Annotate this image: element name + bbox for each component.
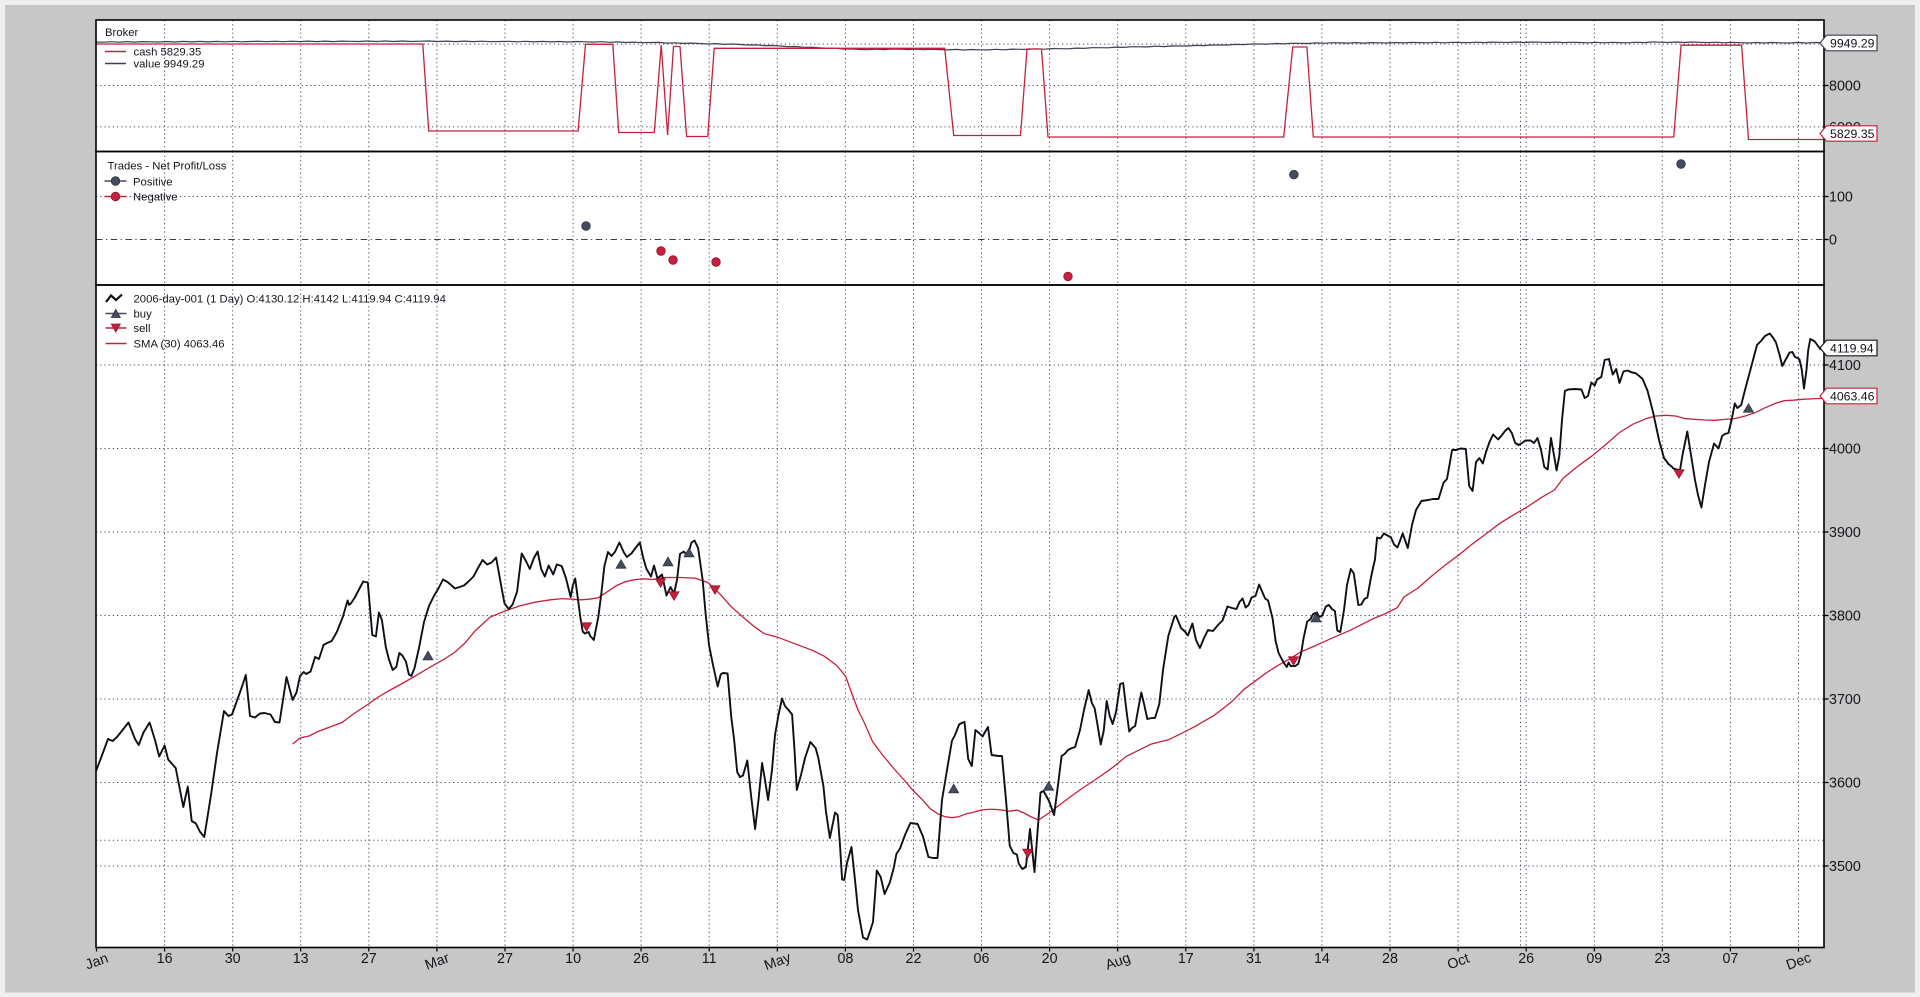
svg-text:26: 26 (1518, 951, 1534, 967)
svg-text:06: 06 (974, 951, 990, 967)
svg-text:30: 30 (225, 951, 241, 967)
svg-text:SMA (30) 4063.46: SMA (30) 4063.46 (134, 339, 225, 351)
svg-text:8000: 8000 (1829, 79, 1861, 95)
svg-text:cash 5829.35: cash 5829.35 (134, 47, 202, 59)
svg-text:100: 100 (1829, 190, 1853, 206)
svg-text:Oct: Oct (1445, 951, 1471, 974)
svg-text:22: 22 (906, 951, 922, 967)
svg-text:27: 27 (497, 951, 513, 967)
svg-text:4000: 4000 (1829, 442, 1861, 458)
svg-text:08: 08 (837, 951, 853, 967)
svg-text:27: 27 (361, 951, 377, 967)
svg-text:3700: 3700 (1829, 692, 1861, 708)
svg-text:3500: 3500 (1829, 859, 1861, 875)
svg-text:Trades - Net Profit/Loss: Trades - Net Profit/Loss (108, 161, 227, 173)
svg-text:0: 0 (1829, 233, 1837, 249)
svg-text:4100: 4100 (1829, 358, 1861, 374)
svg-text:16: 16 (157, 951, 173, 967)
svg-text:4063.46: 4063.46 (1830, 390, 1875, 404)
svg-text:sell: sell (134, 323, 151, 335)
svg-text:3800: 3800 (1829, 609, 1861, 625)
svg-text:26: 26 (633, 951, 649, 967)
svg-text:14: 14 (1314, 951, 1330, 967)
svg-text:Mar: Mar (423, 950, 452, 974)
svg-text:3900: 3900 (1829, 525, 1861, 541)
svg-text:4119.94: 4119.94 (1830, 342, 1874, 356)
svg-text:2006-day-001 (1 Day) O:4130.12: 2006-day-001 (1 Day) O:4130.12 H:4142 L:… (134, 294, 446, 306)
svg-text:13: 13 (293, 951, 309, 967)
svg-text:buy: buy (134, 309, 153, 321)
svg-text:5829.35: 5829.35 (1830, 127, 1875, 141)
svg-text:Negative: Negative (133, 192, 178, 204)
svg-text:20: 20 (1042, 951, 1058, 967)
svg-text:10: 10 (565, 951, 581, 967)
svg-text:09: 09 (1586, 951, 1602, 967)
svg-text:3600: 3600 (1829, 776, 1861, 792)
svg-text:Jan: Jan (83, 950, 110, 973)
svg-text:9949.29: 9949.29 (1830, 37, 1875, 51)
svg-text:17: 17 (1178, 951, 1194, 967)
svg-text:value 9949.29: value 9949.29 (134, 59, 205, 71)
svg-text:Broker: Broker (105, 27, 139, 39)
svg-text:Positive: Positive (133, 176, 173, 188)
svg-text:23: 23 (1654, 951, 1670, 967)
svg-text:07: 07 (1722, 951, 1738, 967)
svg-text:31: 31 (1246, 951, 1262, 967)
svg-text:11: 11 (702, 951, 717, 967)
svg-text:28: 28 (1382, 951, 1398, 967)
